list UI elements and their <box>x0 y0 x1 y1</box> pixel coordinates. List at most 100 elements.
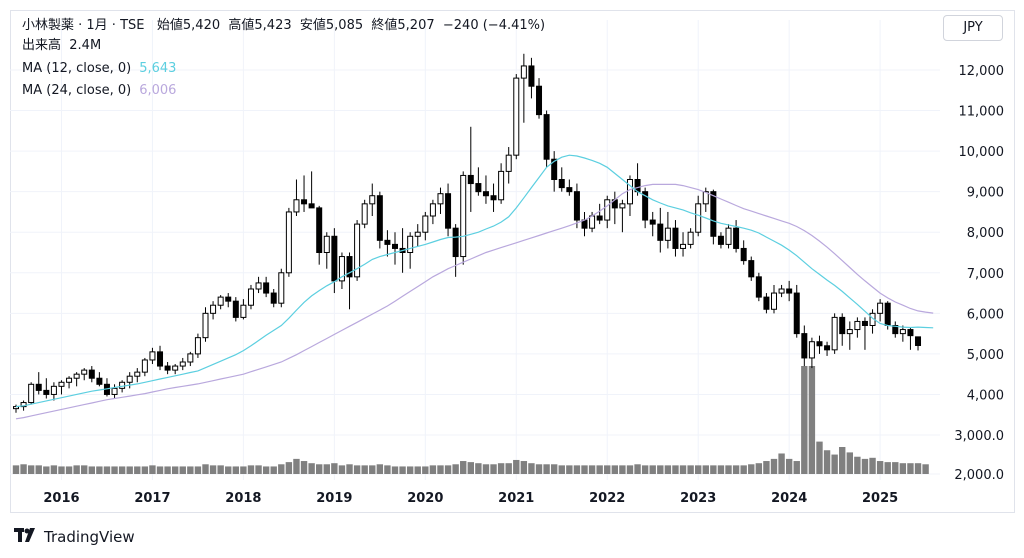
candle-body <box>801 333 808 359</box>
candle-body <box>293 199 300 213</box>
candle <box>808 337 815 369</box>
candle-body <box>35 383 42 391</box>
candle-body <box>695 203 702 233</box>
volume-bar <box>103 466 111 474</box>
candle <box>839 313 846 346</box>
volume-bar <box>225 466 232 474</box>
candle-body <box>88 369 95 379</box>
candle-body <box>240 304 247 318</box>
volume-bar <box>293 458 300 474</box>
candle <box>619 199 626 233</box>
volume-bar <box>854 456 861 474</box>
candle-body <box>58 381 65 387</box>
legend-symbol: 小林製薬 · 1月 · TSE <box>22 18 145 33</box>
volume-bar <box>687 465 694 474</box>
candle-body <box>520 65 527 79</box>
candle-body <box>316 207 323 253</box>
volume-bar <box>338 465 346 474</box>
volume-bar <box>558 465 565 474</box>
volume-bar <box>732 465 740 474</box>
volume-bar <box>922 464 929 474</box>
candle-body <box>270 292 277 304</box>
candle-body <box>899 329 906 335</box>
candle-body <box>771 292 777 310</box>
candle-body <box>407 235 414 253</box>
volume-bar <box>823 450 831 474</box>
volume-bar <box>217 465 224 474</box>
candle <box>255 276 262 294</box>
legend-high-value: 5,423 <box>254 18 292 33</box>
candle-body <box>793 292 800 335</box>
volume-bar <box>194 466 202 474</box>
candle-body <box>126 375 133 383</box>
candle-body <box>619 203 626 209</box>
volume-bar <box>353 465 361 474</box>
volume-bar <box>839 447 846 474</box>
candle <box>384 230 391 257</box>
candle-body <box>278 272 285 304</box>
volume-bar <box>50 465 58 474</box>
tradingview-brand[interactable]: TradingView <box>14 527 135 547</box>
candle <box>558 167 565 192</box>
candle <box>725 224 732 249</box>
candle-body <box>846 329 853 335</box>
currency-button[interactable]: JPY <box>943 15 1003 41</box>
volume-bar <box>422 466 429 474</box>
candle-body <box>13 406 19 410</box>
candle <box>202 307 209 342</box>
legend-ma12[interactable]: MA (12, close, 0) 5,643 <box>22 60 176 78</box>
candle-body <box>172 365 179 371</box>
legend-ma24[interactable]: MA (24, close, 0) 6,006 <box>22 82 176 100</box>
candle <box>210 301 217 320</box>
candle <box>58 380 65 395</box>
candle-body <box>346 256 353 278</box>
volume-bar <box>717 465 725 474</box>
candle-body <box>285 211 292 274</box>
volume-bar <box>770 458 778 474</box>
candle-body <box>338 256 345 282</box>
volume-bar <box>808 366 816 474</box>
x-tick-label: 2017 <box>134 491 170 506</box>
volume-bar <box>550 464 558 474</box>
legend-ma24-label: MA (24, close, 0) <box>22 83 132 98</box>
candle-body <box>884 302 891 327</box>
candle-body <box>589 215 596 229</box>
candle <box>490 183 497 212</box>
candle <box>460 171 467 265</box>
candle-body <box>604 199 611 221</box>
x-tick-label: 2022 <box>589 491 625 506</box>
legend-volume-label: 出来高 <box>22 38 62 53</box>
candle-body <box>308 203 315 209</box>
volume-bar <box>369 465 376 474</box>
candle <box>816 335 823 354</box>
candle <box>915 336 922 351</box>
candle <box>596 203 603 225</box>
volume-bar <box>710 465 717 474</box>
candle <box>869 309 876 334</box>
volume-bar <box>611 465 619 474</box>
candle <box>316 205 323 265</box>
volume-bar <box>785 458 793 474</box>
legend-low-label: 安値 <box>299 18 326 33</box>
candle <box>285 207 292 277</box>
candle-body <box>376 195 383 241</box>
candle <box>422 211 429 241</box>
candle-body <box>877 302 884 314</box>
volume-bar <box>702 465 709 474</box>
volume-bar <box>641 465 649 474</box>
volume-bar <box>278 464 285 474</box>
candle <box>551 151 558 192</box>
candle-body <box>354 223 361 278</box>
legend-ma12-label: MA (12, close, 0) <box>22 61 132 76</box>
candle-body <box>384 239 391 245</box>
candle <box>103 378 110 397</box>
volume-bar <box>134 466 141 474</box>
candle <box>695 195 702 237</box>
candle <box>528 57 535 99</box>
legend-ma12-value: 5,643 <box>139 61 177 76</box>
candle-body <box>861 320 868 327</box>
volume-bar <box>892 462 899 474</box>
candle <box>66 376 73 389</box>
candle-body <box>81 369 88 375</box>
